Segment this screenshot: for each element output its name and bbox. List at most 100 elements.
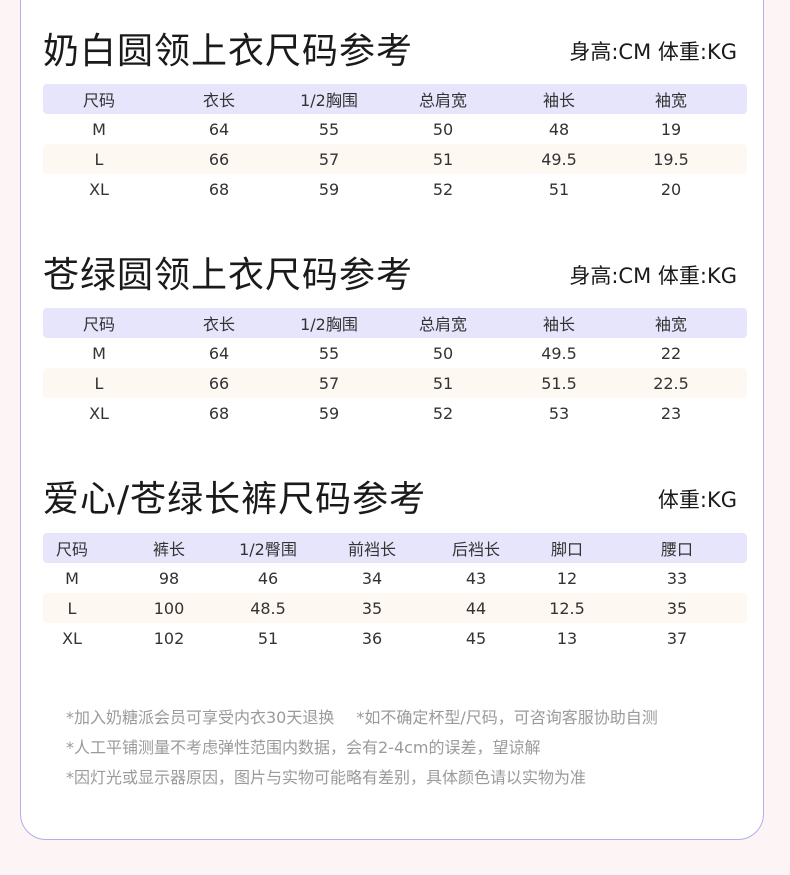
table-cell: 57 — [318, 149, 340, 169]
table-row: L 66 57 51 49.5 19.5 — [43, 144, 747, 174]
table-cell: 51 — [548, 179, 570, 199]
column-header: 尺码 — [55, 540, 88, 559]
table-row: XL 68 59 52 51 20 — [43, 174, 747, 204]
table-header-row: 尺码 衣长 1/2胸围 总肩宽 袖长 袖宽 — [43, 84, 747, 114]
size-table: 尺码 衣长 1/2胸围 总肩宽 袖长 袖宽 M 64 55 50 49.5 22 L 66 57 51 51.5… — [43, 308, 747, 428]
table-cell: 43 — [465, 568, 487, 588]
note: *如不确定杯型/尺码，可咨询客服协助自测 — [356, 708, 658, 727]
table-cell: 48.5 — [250, 598, 286, 618]
size-chart-card — [20, 0, 764, 840]
table-cell: 50 — [432, 343, 454, 363]
table-cell: 68 — [208, 403, 230, 423]
table-cell: 100 — [153, 598, 185, 618]
table-cell: 23 — [660, 403, 682, 423]
size-table: 尺码 衣长 1/2胸围 总肩宽 袖长 袖宽 M 64 55 50 48 19 L 66 57 51 49.5 19… — [43, 84, 747, 204]
table-row: XL 68 59 52 53 23 — [43, 398, 747, 428]
table-cell: 68 — [208, 179, 230, 199]
column-header: 前裆长 — [347, 540, 396, 559]
units-label: 身高:CM 体重:KG — [569, 264, 737, 288]
column-header: 总肩宽 — [418, 91, 467, 110]
table-cell: 34 — [361, 568, 383, 588]
table-cell: 64 — [208, 119, 230, 139]
table-cell: M — [65, 568, 79, 588]
column-header: 后裆长 — [451, 540, 500, 559]
table-cell: 19.5 — [653, 149, 689, 169]
table-cell: M — [92, 343, 106, 363]
column-header: 总肩宽 — [418, 315, 467, 334]
table-cell: 48 — [548, 119, 570, 139]
table-cell: 53 — [548, 403, 570, 423]
table-row: XL 102 51 36 45 13 37 — [43, 623, 747, 653]
section-title: 苍绿圆领上衣尺码参考 — [43, 255, 414, 296]
table-cell: 46 — [257, 568, 279, 588]
table-row: M 64 55 50 48 19 — [43, 114, 747, 144]
table-cell: 98 — [158, 568, 180, 588]
table-cell: 64 — [208, 343, 230, 363]
section-title: 爱心/苍绿长裤尺码参考 — [43, 479, 427, 520]
table-cell: L — [94, 149, 104, 169]
column-header: 衣长 — [202, 91, 235, 110]
table-cell: L — [94, 373, 104, 393]
section-title: 奶白圆领上衣尺码参考 — [43, 31, 414, 72]
column-header: 尺码 — [82, 315, 115, 334]
table-cell: 22.5 — [653, 373, 689, 393]
table-cell: 35 — [666, 598, 688, 618]
column-header: 尺码 — [82, 91, 115, 110]
table-cell: 59 — [318, 179, 340, 199]
table-cell: 55 — [318, 343, 340, 363]
column-header: 1/2臀围 — [239, 540, 297, 559]
table-cell: 12 — [556, 568, 578, 588]
column-header: 袖宽 — [654, 315, 687, 334]
table-cell: 66 — [208, 149, 230, 169]
table-cell: 57 — [318, 373, 340, 393]
table-cell: 52 — [432, 403, 454, 423]
column-header: 袖长 — [542, 91, 575, 110]
table-cell: 49.5 — [541, 343, 577, 363]
table-cell: 55 — [318, 119, 340, 139]
table-cell: M — [92, 119, 106, 139]
table-cell: 52 — [432, 179, 454, 199]
column-header: 腰口 — [660, 540, 693, 559]
table-cell: 19 — [660, 119, 682, 139]
table-header-row: 尺码 裤长 1/2臀围 前裆长 后裆长 脚口 腰口 — [43, 533, 747, 563]
table-cell: XL — [62, 628, 82, 648]
notes: *加入奶糖派会员可享受内衣30天退换 *如不确定杯型/尺码，可咨询客服协助自测 *… — [66, 703, 658, 793]
table-row: L 66 57 51 51.5 22.5 — [43, 368, 747, 398]
table-header-row: 尺码 衣长 1/2胸围 总肩宽 袖长 袖宽 — [43, 308, 747, 338]
table-cell: 49.5 — [541, 149, 577, 169]
table-cell: L — [67, 598, 77, 618]
table-cell: 50 — [432, 119, 454, 139]
table-cell: 20 — [660, 179, 682, 199]
units-label: 身高:CM 体重:KG — [569, 40, 737, 64]
note: *因灯光或显示器原因，图片与实物可能略有差别，具体颜色请以实物为准 — [66, 768, 587, 787]
column-header: 衣长 — [202, 315, 235, 334]
table-cell: 51 — [432, 373, 454, 393]
table-cell: 13 — [556, 628, 578, 648]
table-cell: 22 — [660, 343, 682, 363]
table-cell: 66 — [208, 373, 230, 393]
column-header: 裤长 — [152, 540, 185, 559]
table-row: L 100 48.5 35 44 12.5 35 — [43, 593, 747, 623]
table-cell: 33 — [666, 568, 688, 588]
table-row: M 98 46 34 43 12 33 — [43, 563, 747, 593]
note: *人工平铺测量不考虑弹性范围内数据，会有2-4cm的误差，望谅解 — [66, 738, 541, 757]
table-cell: XL — [89, 403, 109, 423]
table-cell: 36 — [361, 628, 383, 648]
note: *加入奶糖派会员可享受内衣30天退换 — [66, 708, 335, 727]
table-cell: 35 — [361, 598, 383, 618]
column-header: 1/2胸围 — [300, 91, 358, 110]
table-cell: 51 — [257, 628, 279, 648]
column-header: 1/2胸围 — [300, 315, 358, 334]
column-header: 脚口 — [550, 540, 583, 559]
column-header: 袖宽 — [654, 91, 687, 110]
table-cell: 102 — [153, 628, 185, 648]
table-cell: 59 — [318, 403, 340, 423]
table-row: M 64 55 50 49.5 22 — [43, 338, 747, 368]
table-cell: 37 — [666, 628, 688, 648]
size-table: 尺码 裤长 1/2臀围 前裆长 后裆长 脚口 腰口 M 98 46 34 43 12 33 L 100 48.5… — [43, 533, 747, 653]
table-cell: 51 — [432, 149, 454, 169]
column-header: 袖长 — [542, 315, 575, 334]
table-cell: 51.5 — [541, 373, 577, 393]
table-cell: 44 — [465, 598, 487, 618]
table-cell: 45 — [465, 628, 487, 648]
